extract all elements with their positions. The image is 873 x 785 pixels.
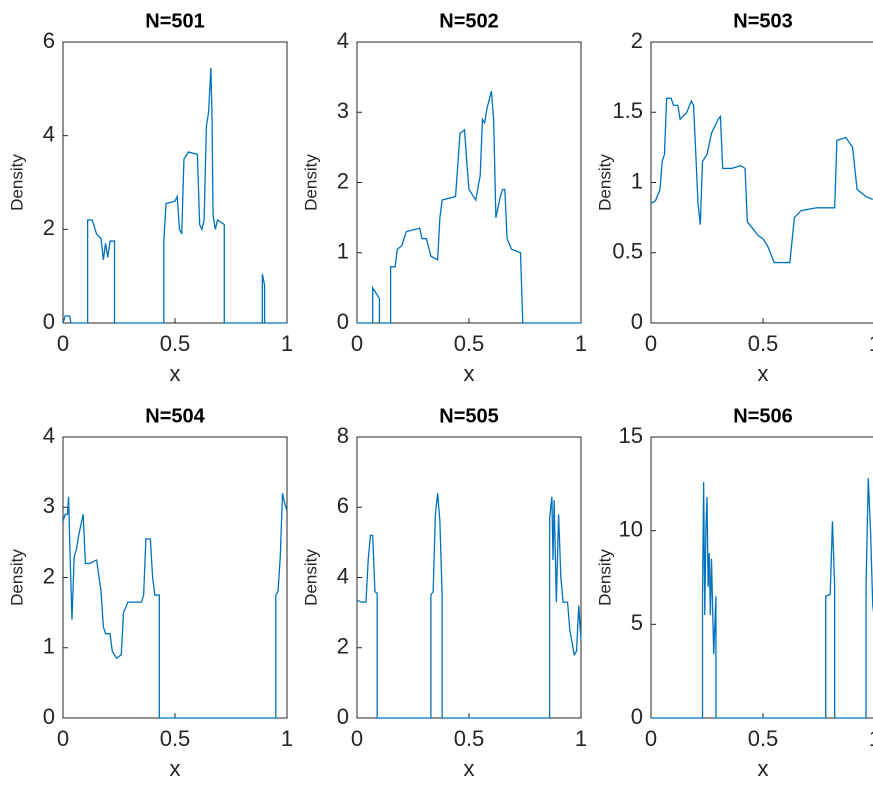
y-tick-label: 2 <box>631 28 643 53</box>
x-tick-label: 1 <box>575 331 587 356</box>
y-tick-label: 6 <box>43 28 55 53</box>
y-axis-label: Density <box>7 154 26 211</box>
x-axis-label: x <box>464 756 475 781</box>
y-tick-label: 4 <box>337 28 349 53</box>
chart-title: N=504 <box>145 405 205 427</box>
y-tick-label: 0 <box>631 309 643 334</box>
y-tick-label: 0 <box>43 704 55 729</box>
y-tick-label: 4 <box>337 563 349 588</box>
x-tick-label: 0 <box>351 726 363 751</box>
x-tick-label: 0.5 <box>454 726 485 751</box>
x-tick-label: 1 <box>575 726 587 751</box>
y-tick-label: 6 <box>337 493 349 518</box>
x-axis-label: x <box>170 361 181 386</box>
x-tick-label: 0 <box>351 331 363 356</box>
y-tick-label: 0 <box>337 309 349 334</box>
y-axis-label: Density <box>301 549 320 606</box>
x-axis-label: x <box>170 756 181 781</box>
x-tick-label: 0.5 <box>160 331 191 356</box>
chart-title: N=503 <box>733 10 793 32</box>
chart-title: N=501 <box>145 10 205 32</box>
y-tick-label: 2 <box>43 563 55 588</box>
y-tick-label: 1 <box>631 168 643 193</box>
y-tick-label: 5 <box>631 610 643 635</box>
x-axis-label: x <box>758 756 769 781</box>
density-line <box>62 493 288 719</box>
density-line <box>651 478 873 719</box>
x-tick-label: 1 <box>281 331 293 356</box>
y-tick-label: 1 <box>43 634 55 659</box>
y-tick-label: 1.5 <box>612 98 643 123</box>
axes-box <box>62 41 288 324</box>
x-tick-label: 0 <box>645 331 657 356</box>
y-tick-label: 10 <box>619 516 643 541</box>
x-tick-label: 0.5 <box>748 726 779 751</box>
x-tick-label: 0 <box>645 726 657 751</box>
y-tick-label: 0 <box>43 309 55 334</box>
y-axis-label: Density <box>7 549 26 606</box>
axes-box <box>356 436 582 719</box>
x-tick-label: 0.5 <box>454 331 485 356</box>
y-tick-label: 3 <box>337 98 349 123</box>
y-tick-label: 2 <box>43 215 55 240</box>
chart-title: N=505 <box>439 405 499 427</box>
chart-title: N=506 <box>733 405 793 427</box>
density-line <box>62 67 287 324</box>
x-tick-label: 0 <box>57 331 69 356</box>
y-tick-label: 0 <box>337 704 349 729</box>
y-tick-label: 4 <box>43 423 55 448</box>
axes-box <box>650 436 873 719</box>
x-axis-label: x <box>464 361 475 386</box>
density-line <box>357 91 581 324</box>
density-line <box>356 493 582 719</box>
y-tick-label: 3 <box>43 493 55 518</box>
y-tick-label: 0 <box>631 704 643 729</box>
y-axis-label: Density <box>595 549 614 606</box>
x-tick-label: 1 <box>869 726 873 751</box>
y-tick-label: 2 <box>337 168 349 193</box>
x-tick-label: 0.5 <box>160 726 191 751</box>
x-axis-label: x <box>758 361 769 386</box>
y-tick-label: 15 <box>619 423 643 448</box>
y-tick-label: 8 <box>337 423 349 448</box>
chart-title: N=502 <box>439 10 499 32</box>
y-tick-label: 0.5 <box>612 239 643 264</box>
y-tick-label: 1 <box>337 239 349 264</box>
axes-box <box>650 41 873 324</box>
x-tick-label: 1 <box>281 726 293 751</box>
x-tick-label: 0 <box>57 726 69 751</box>
x-tick-label: 0.5 <box>748 331 779 356</box>
y-axis-label: Density <box>595 154 614 211</box>
y-axis-label: Density <box>301 154 320 211</box>
y-tick-label: 4 <box>43 121 55 146</box>
y-tick-label: 2 <box>337 634 349 659</box>
x-tick-label: 1 <box>869 331 873 356</box>
axes-box <box>62 436 288 719</box>
density-line <box>650 97 873 264</box>
